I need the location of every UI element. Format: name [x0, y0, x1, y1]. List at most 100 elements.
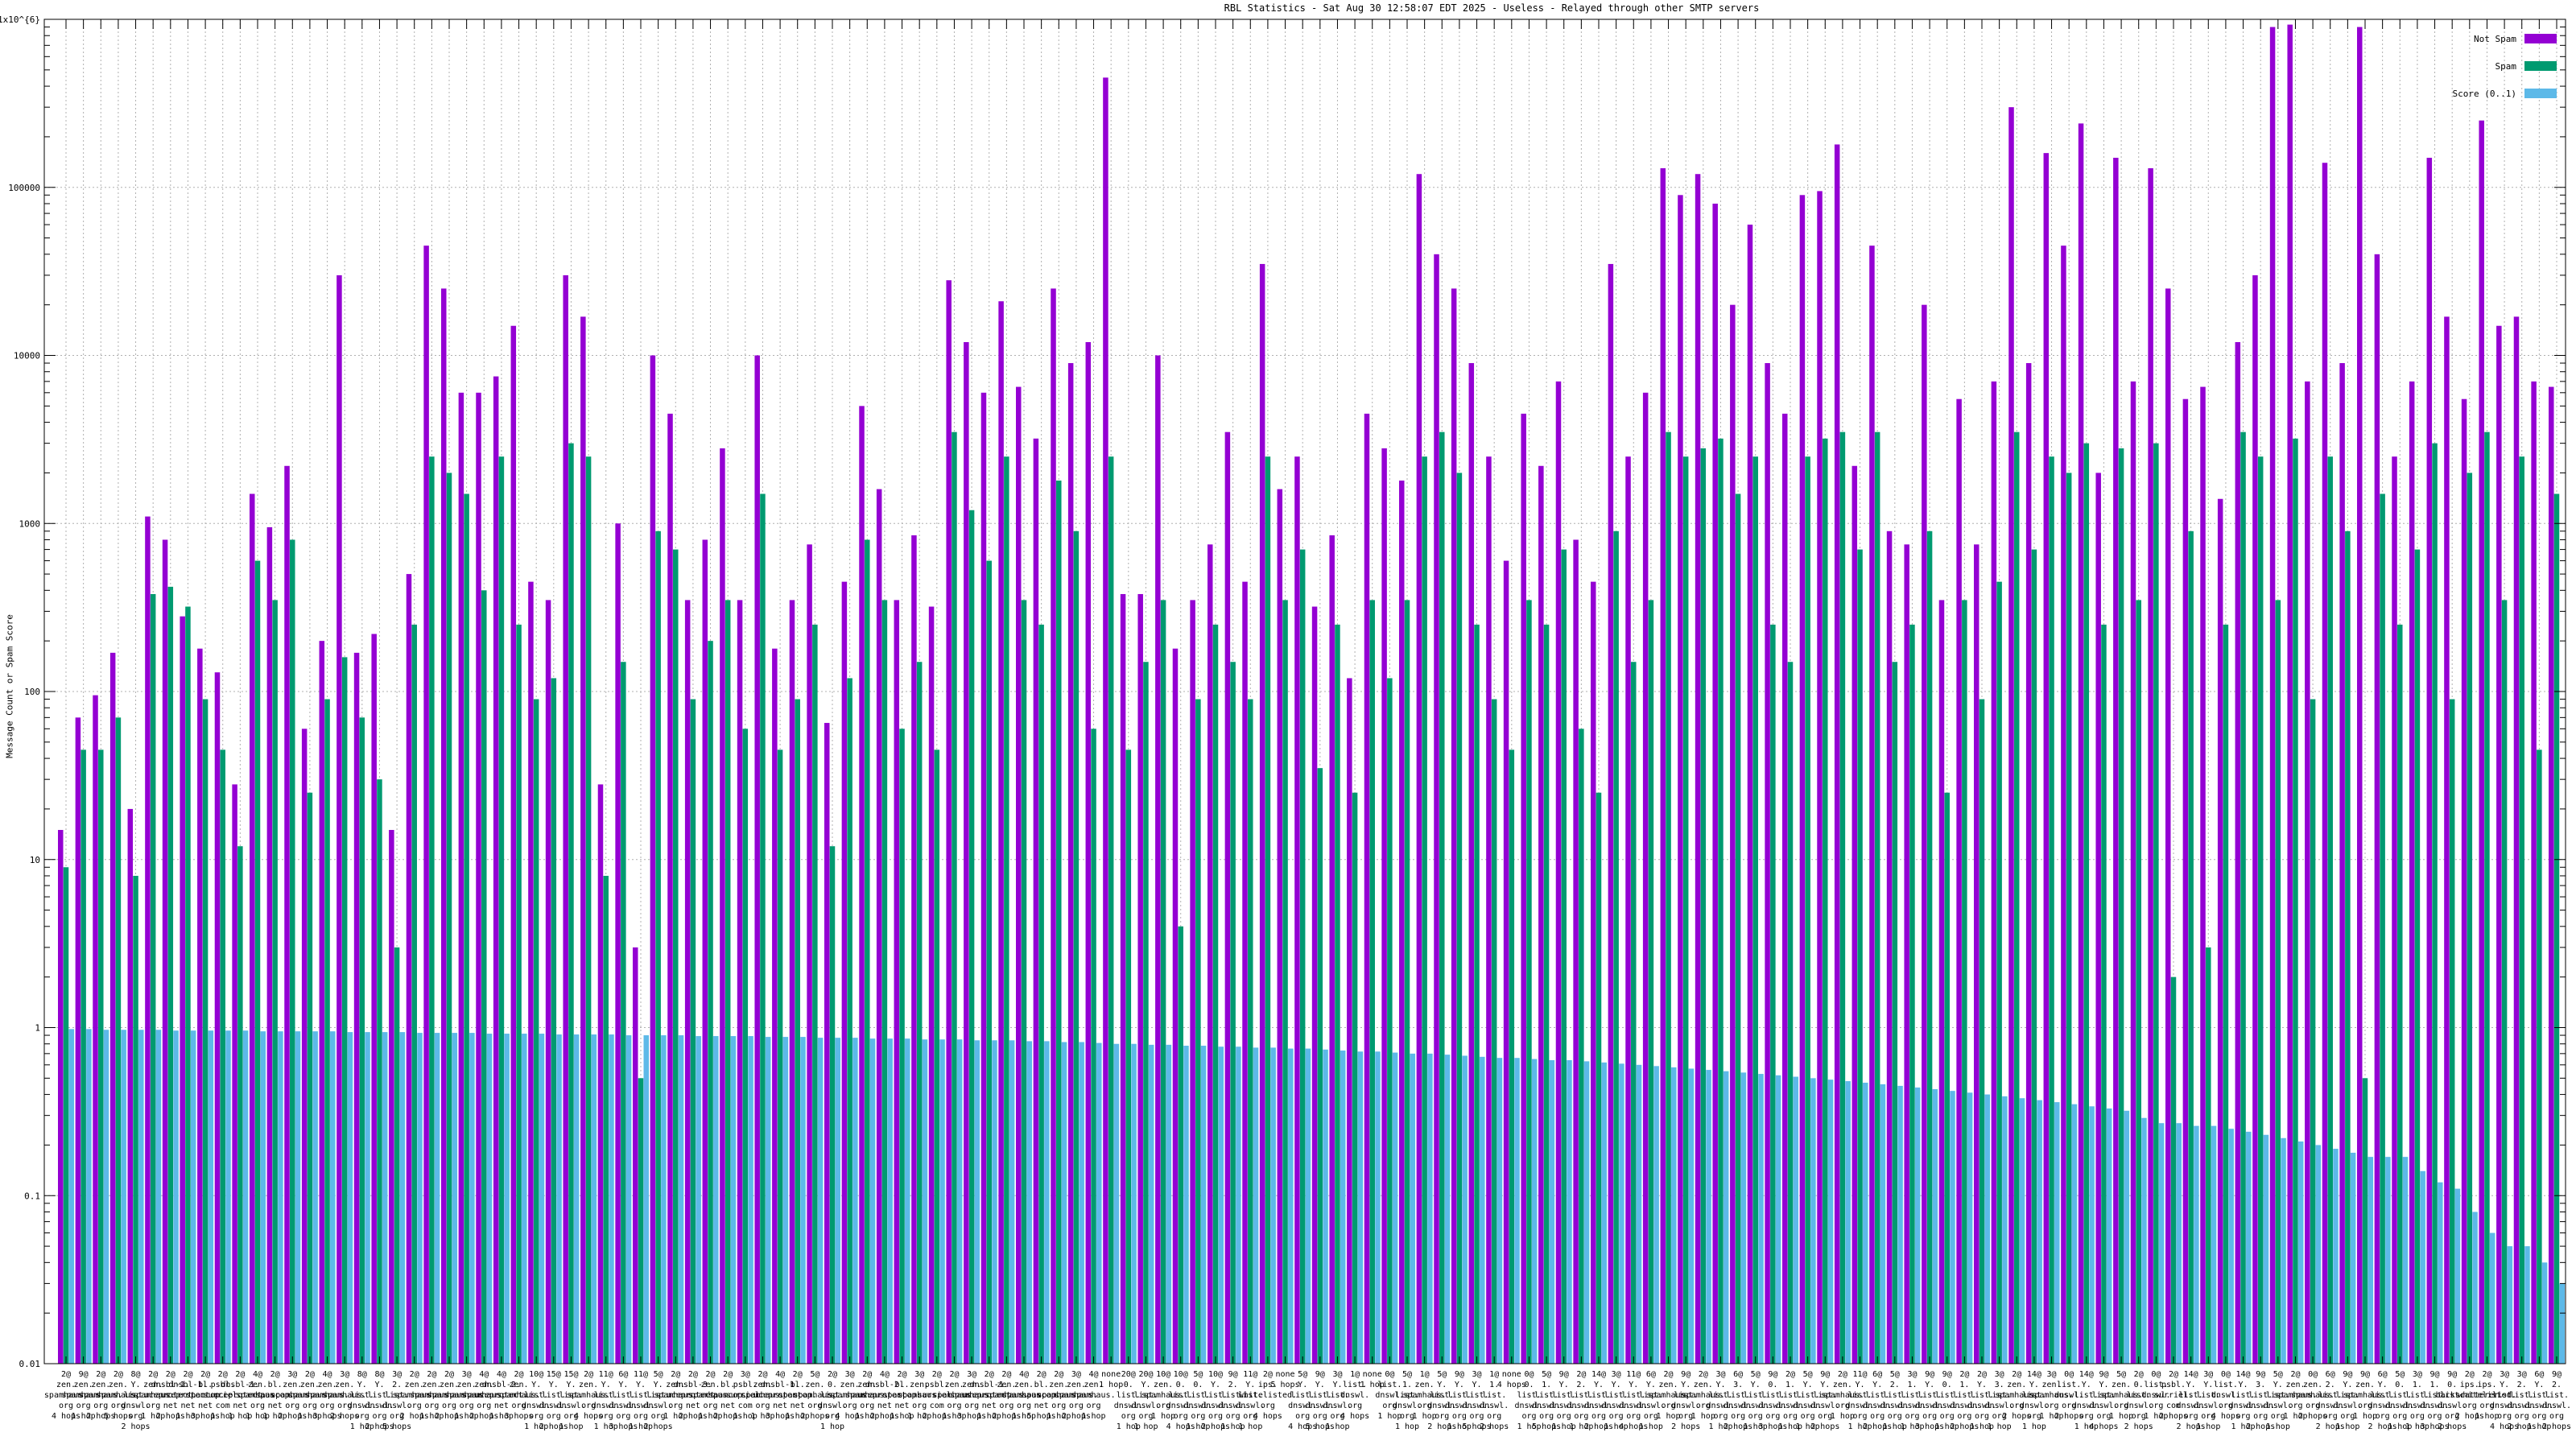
bar-not-spam: [1817, 191, 1823, 1364]
x-tick-label-line: list.: [1883, 1391, 1907, 1400]
bar-spam: [98, 749, 104, 1364]
x-tick-label-line: dnswl.: [1462, 1402, 1491, 1410]
x-tick-label-line: zen.: [405, 1381, 424, 1389]
x-tick-label-line: 0@: [2151, 1370, 2161, 1379]
bar-not-spam: [633, 947, 638, 1364]
bar-not-spam: [1224, 431, 1231, 1364]
bar-spam: [1909, 624, 1915, 1364]
bar-not-spam: [2513, 316, 2520, 1364]
bar-spam: [1700, 448, 1707, 1364]
x-tick-label-line: 3@: [1332, 1370, 1342, 1379]
x-tick-label-line: 1 hop: [2388, 1422, 2412, 1431]
x-tick-label: 3@ 2. list. dnswl. org 2 hops: [2508, 1370, 2537, 1431]
bar-not-spam: [2130, 381, 2136, 1364]
bar-not-spam: [2043, 153, 2050, 1364]
x-tick-label-line: 1 hop: [524, 1422, 548, 1431]
bar-spam: [377, 779, 382, 1364]
x-tick-label-line: 2 hops: [2368, 1422, 2397, 1431]
bar-score: [504, 1034, 510, 1364]
x-tick-label-line: 2@: [1785, 1370, 1795, 1379]
x-tick-label-line: 3 hops: [957, 1412, 986, 1421]
x-tick-label-line: 2 hops: [121, 1422, 150, 1431]
x-tick-label: 2@ zen. spamhaus. org 1 hop: [845, 1370, 889, 1421]
bar-spam: [290, 539, 295, 1364]
x-tick-label: 8@ Y. list. dnswl. org 2 hops: [121, 1370, 150, 1431]
x-tick-label-line: 2 hops: [800, 1412, 829, 1421]
x-tick-label: 2@ 1. list. dnswl. org 2 hops: [1950, 1370, 1979, 1431]
x-tick-label-line: Y.: [2099, 1381, 2108, 1389]
x-tick-label-line: 2 hops: [539, 1422, 568, 1431]
bar-not-spam: [266, 526, 273, 1364]
x-tick-label-line: org: [2340, 1412, 2355, 1421]
x-tick-label-line: list.: [1988, 1391, 2012, 1400]
x-tick-label-line: 2@: [166, 1370, 175, 1379]
x-tick-label-line: 2@: [949, 1370, 959, 1379]
x-tick-label-line: Y.: [1629, 1381, 1638, 1389]
x-tick-label-line: none: [1502, 1370, 1521, 1379]
x-tick-label-line: zen.: [74, 1381, 93, 1389]
x-tick-label: 6@ Y. list. dnswl. org 2 hops: [1863, 1370, 1892, 1431]
x-tick-label-line: org: [1452, 1412, 1467, 1421]
x-tick-label-line: dnswl.: [556, 1402, 585, 1410]
bar-score: [1357, 1051, 1364, 1364]
bar-spam: [2031, 549, 2037, 1364]
x-tick-label-line: 6@: [1733, 1370, 1743, 1379]
bar-score: [1932, 1089, 1938, 1364]
x-tick-label: 5@ 0. list. dnswl. org 1 hop: [2385, 1370, 2414, 1431]
x-tick-label-line: 1 hop: [2022, 1422, 2046, 1431]
bar-spam: [2066, 473, 2072, 1364]
bar-not-spam: [127, 808, 134, 1364]
x-tick-label: 10@ 0. list. dnswl. org 4 hops: [1166, 1370, 1195, 1431]
x-tick-label-line: Y.: [618, 1381, 628, 1389]
bar-not-spam: [1852, 465, 1858, 1364]
x-tick-label-line: 3.: [1995, 1381, 2004, 1389]
x-tick-label-line: spamhaus.: [654, 1391, 697, 1400]
bar-not-spam: [458, 392, 464, 1364]
x-tick-label-line: list.: [2057, 1381, 2081, 1389]
x-tick-label-line: zen.: [317, 1381, 336, 1389]
x-tick-label-line: whitelisted.: [2458, 1391, 2516, 1400]
x-tick-label-line: org: [2497, 1412, 2512, 1421]
bar-score: [1880, 1084, 1886, 1364]
x-tick-label-line: dnswl.: [2420, 1402, 2449, 1410]
x-tick-label-line: 2@: [2134, 1370, 2144, 1379]
x-tick-label: 9@ 1. list. dnswl. org 3 hops: [2420, 1370, 2449, 1431]
x-tick-label-line: bl.: [1034, 1381, 1049, 1389]
x-tick-label-line: 2@: [584, 1370, 593, 1379]
x-tick-label-line: dnswl.: [1550, 1402, 1579, 1410]
bar-score: [173, 1030, 179, 1364]
x-tick-label-line: org: [2376, 1412, 2390, 1421]
bar-score: [2158, 1123, 2165, 1364]
x-tick-label-line: 5@: [1890, 1370, 1900, 1379]
x-tick-label-line: org: [2392, 1412, 2407, 1421]
x-tick-label-line: list.: [1221, 1391, 1245, 1400]
bar-score: [974, 1040, 980, 1364]
x-tick-label-line: Y.: [1437, 1381, 1447, 1389]
bar-score: [278, 1031, 283, 1364]
bar-not-spam: [1538, 465, 1544, 1364]
bar-spam: [115, 717, 122, 1364]
x-tick-label-line: org: [2549, 1412, 2564, 1421]
x-tick-label-line: org: [1975, 1412, 1989, 1421]
x-tick-label-line: spamhaus.: [1821, 1391, 1864, 1400]
bar-score: [922, 1039, 928, 1364]
bar-spam: [2101, 624, 2107, 1364]
x-tick-label: 15@ Y. list. dnswl. org 2 hops: [539, 1370, 568, 1431]
x-tick-label-line: com: [216, 1402, 230, 1410]
bar-not-spam: [1938, 600, 1945, 1364]
x-tick-label-line: 2@: [235, 1370, 245, 1379]
bar-spam: [673, 549, 679, 1364]
bar-spam: [2414, 549, 2421, 1364]
x-tick-label: 14@ Y. list. dnswl. org 1 hop: [2228, 1370, 2257, 1431]
x-tick-label-line: org: [442, 1402, 456, 1410]
x-tick-label-line: Y.: [636, 1381, 646, 1389]
x-tick-label-line: Y.: [1977, 1381, 1987, 1389]
bar-score: [2002, 1096, 2008, 1364]
x-tick-label-line: 0.: [2447, 1381, 2457, 1389]
x-tick-label-line: org: [111, 1402, 126, 1410]
x-tick-label-line: com: [930, 1402, 944, 1410]
bar-not-spam: [2409, 381, 2415, 1364]
x-tick-label-line: org: [1661, 1402, 1675, 1410]
bar-spam: [1926, 530, 1933, 1364]
x-tick-label-line: 1 hop: [1447, 1422, 1472, 1431]
